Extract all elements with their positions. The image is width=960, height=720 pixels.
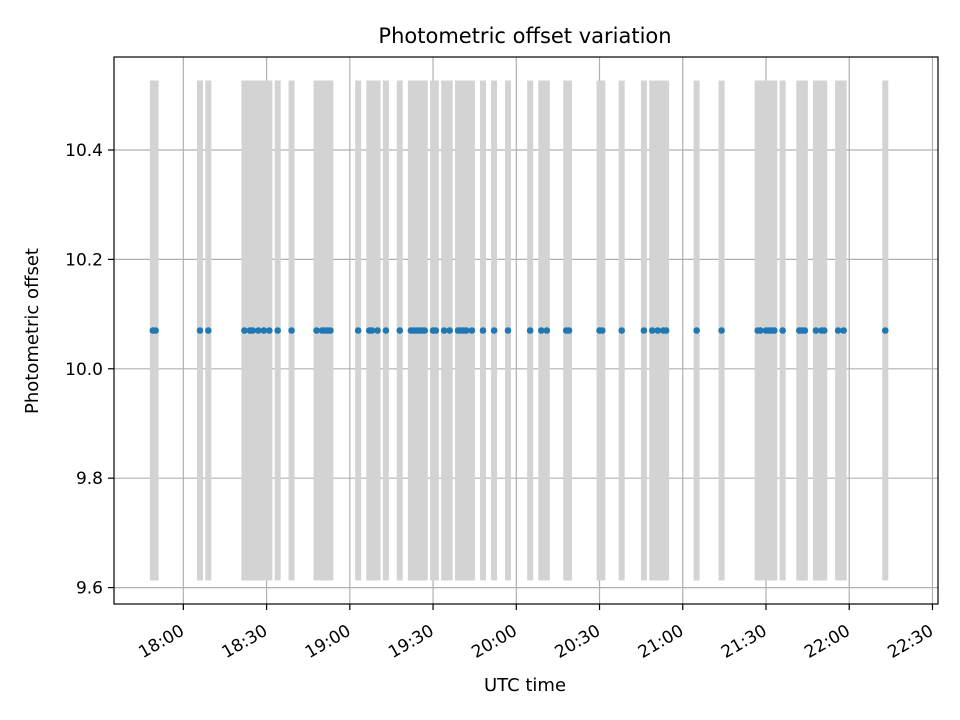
- data-point: [266, 327, 273, 334]
- data-point: [368, 327, 376, 334]
- data-point: [490, 327, 498, 334]
- data-point: [504, 327, 512, 334]
- data-point: [618, 327, 626, 334]
- data-point: [463, 327, 470, 334]
- data-point: [327, 327, 334, 334]
- data-point: [801, 327, 809, 334]
- data-point: [779, 327, 786, 334]
- data-point: [598, 327, 606, 334]
- data-point: [640, 327, 648, 334]
- data-point: [254, 327, 262, 334]
- data-point: [662, 327, 670, 334]
- data-point: [881, 327, 889, 334]
- data-point: [432, 327, 440, 334]
- y-tick-label: 10.0: [65, 360, 103, 380]
- data-point: [152, 327, 159, 334]
- data-point: [537, 327, 545, 334]
- data-point: [718, 327, 725, 334]
- data-point: [648, 327, 656, 334]
- y-tick-label: 9.8: [76, 469, 103, 489]
- y-tick-label: 10.4: [65, 141, 103, 161]
- data-point: [757, 327, 764, 334]
- plot-frame: [113, 56, 939, 605]
- data-point: [260, 327, 268, 334]
- data-point: [840, 327, 847, 334]
- data-point: [241, 327, 248, 334]
- y-tick-label: 9.6: [76, 579, 103, 599]
- data-point: [446, 327, 454, 334]
- x-axis-label: UTC time: [484, 675, 566, 696]
- data-point: [771, 327, 778, 334]
- data-point: [468, 327, 476, 334]
- data-point: [654, 327, 662, 334]
- data-point: [565, 327, 573, 334]
- data-point: [820, 327, 828, 334]
- y-tick-label: 10.2: [65, 250, 103, 270]
- data-points: [149, 327, 889, 334]
- data-point: [354, 327, 362, 334]
- data-point: [526, 327, 534, 334]
- data-point: [205, 327, 212, 334]
- data-point: [313, 327, 320, 334]
- data-point: [479, 327, 487, 334]
- data-point: [812, 327, 820, 334]
- data-point: [396, 327, 404, 334]
- data-point: [196, 327, 204, 334]
- y-axis-label: Photometric offset: [22, 248, 43, 414]
- data-point: [440, 327, 448, 334]
- data-point: [274, 327, 281, 334]
- y-axis-ticks: 9.6 9.8 10.0 10.2 10.4: [65, 141, 114, 599]
- chart-title: Photometric offset variation: [378, 24, 671, 48]
- data-point: [421, 327, 429, 334]
- data-point: [543, 327, 551, 334]
- data-point: [374, 327, 381, 334]
- data-point: [288, 327, 295, 334]
- data-point: [693, 327, 700, 334]
- data-point: [834, 327, 842, 334]
- data-point: [249, 327, 257, 334]
- data-point: [382, 327, 390, 334]
